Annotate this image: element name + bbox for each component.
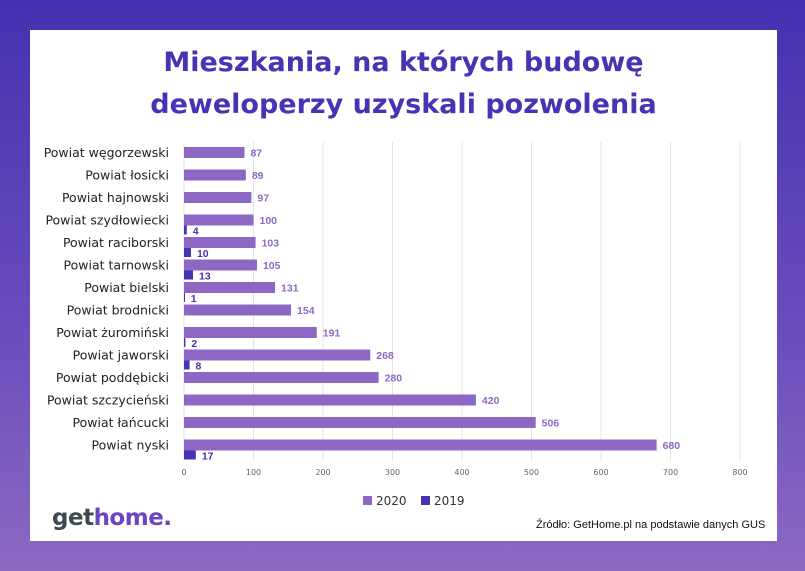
bar-2019	[184, 338, 186, 347]
bar-2020	[184, 327, 317, 338]
source-note: Źródło: GetHome.pl na podstawie danych G…	[536, 519, 766, 531]
category-label: Powiat szydłowiecki	[45, 213, 169, 228]
legend-label-2020: 2020	[376, 494, 407, 508]
bar-2020	[184, 237, 256, 248]
data-label-2020: 131	[281, 283, 299, 295]
data-label-2019: 1	[191, 293, 197, 305]
x-tick-label: 400	[454, 468, 469, 477]
x-tick-label: 700	[663, 468, 678, 477]
legend-swatch-2019	[421, 496, 430, 505]
data-label-2020: 506	[542, 418, 560, 430]
x-tick-label: 500	[524, 468, 539, 477]
bar-2019	[184, 293, 185, 302]
data-label-2020: 87	[250, 148, 262, 160]
bar-2019	[184, 248, 191, 257]
bar-2020	[184, 169, 246, 181]
bar-2020	[184, 259, 257, 271]
data-label-2020: 280	[385, 373, 403, 385]
category-label: Powiat tarnowski	[64, 258, 169, 273]
data-label-2019: 4	[193, 226, 199, 238]
bar-2020	[184, 439, 657, 451]
category-label: Powiat nyski	[91, 438, 169, 453]
data-label-2020: 103	[262, 238, 280, 250]
x-tick-label: 0	[181, 468, 186, 477]
category-label: Powiat brodnicki	[67, 303, 169, 318]
data-label-2019: 13	[199, 271, 211, 283]
legend-swatch-2020	[363, 496, 372, 505]
bar-2019	[184, 270, 194, 280]
data-label-2020: 89	[252, 170, 264, 182]
bar-2020	[184, 394, 476, 406]
category-label: Powiat łosicki	[85, 168, 169, 183]
data-label-2020: 97	[257, 193, 269, 205]
category-label: Powiat jaworski	[73, 348, 169, 363]
category-label: Powiat poddębicki	[56, 370, 169, 385]
data-label-2020: 191	[323, 328, 341, 340]
bar-2019	[184, 360, 190, 370]
x-tick-label: 800	[732, 468, 747, 477]
data-label-2019: 8	[196, 361, 202, 373]
data-label-2020: 268	[376, 350, 394, 362]
bar-2019	[184, 225, 187, 235]
x-tick-label: 100	[246, 468, 261, 477]
bar-2020	[184, 417, 536, 428]
data-label-2019: 17	[202, 451, 214, 463]
data-label-2019: 2	[191, 338, 197, 350]
bar-2020	[184, 282, 276, 293]
bar-2020	[184, 214, 254, 226]
bar-2020	[184, 372, 379, 383]
chart-title-line-1: Mieszkania, na których budowę	[163, 47, 644, 78]
bar-2020	[184, 304, 292, 316]
bar-2020	[184, 349, 371, 361]
chart-card	[30, 30, 777, 541]
category-label: Powiat bielski	[84, 280, 169, 295]
data-label-2020: 680	[663, 440, 681, 452]
data-label-2020: 420	[482, 395, 500, 407]
legend-label-2019: 2019	[434, 494, 465, 508]
data-label-2020: 154	[297, 305, 315, 317]
category-label: Powiat węgorzewski	[44, 145, 169, 160]
x-tick-label: 300	[385, 468, 400, 477]
data-label-2020: 100	[260, 215, 278, 227]
bar-2020	[184, 192, 252, 203]
category-label: Powiat łańcucki	[73, 415, 169, 430]
bar-2019	[184, 450, 196, 460]
category-label: Powiat żuromiński	[56, 325, 169, 340]
x-tick-label: 600	[593, 468, 608, 477]
chart-title-line-2: deweloperzy uzyskali pozwolenia	[150, 89, 657, 120]
bar-2020	[184, 147, 245, 158]
category-label: Powiat raciborski	[63, 235, 169, 250]
data-label-2020: 105	[263, 260, 281, 272]
data-label-2019: 10	[197, 248, 209, 260]
x-tick-label: 200	[315, 468, 330, 477]
category-label: Powiat hajnowski	[62, 190, 169, 205]
category-label: Powiat szczycieński	[47, 393, 169, 408]
gethome-logo: gethome.	[52, 505, 172, 531]
